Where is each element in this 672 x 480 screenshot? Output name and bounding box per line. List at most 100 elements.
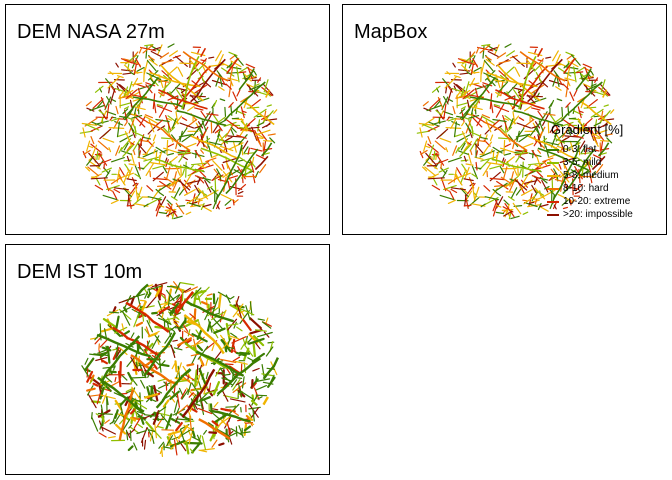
street-segment (198, 170, 207, 178)
street-segment (144, 393, 159, 399)
street-segment (181, 168, 185, 176)
street-segment (253, 108, 267, 118)
street-segment (176, 393, 180, 408)
street-segment (469, 77, 476, 87)
arterial-road (265, 89, 271, 98)
street-segment (228, 334, 240, 340)
street-segment (446, 116, 451, 121)
street-segment (185, 161, 187, 178)
street-segment (170, 344, 176, 359)
street-segment (466, 71, 472, 76)
street-segment (119, 167, 125, 176)
street-segment (122, 311, 131, 326)
street-segment (547, 154, 556, 159)
street-segment (525, 58, 534, 68)
street-segment (224, 409, 233, 412)
street-segment (238, 383, 243, 398)
street-segment (203, 206, 212, 212)
street-segment (113, 188, 121, 194)
street-segment (427, 136, 432, 145)
street-segment (594, 127, 605, 141)
street-segment (521, 142, 534, 149)
street-segment (177, 424, 189, 440)
street-segment (94, 184, 104, 191)
street-segment (253, 70, 257, 76)
street-segment (534, 198, 538, 205)
street-segment (267, 376, 276, 388)
street-segment (113, 117, 120, 130)
street-segment (247, 337, 253, 343)
street-segment (489, 177, 506, 181)
street-segment (463, 204, 472, 207)
street-segment (124, 395, 131, 407)
street-segment (227, 403, 240, 416)
street-segment (220, 194, 236, 202)
street-segment (599, 83, 611, 96)
street-segment (110, 199, 119, 204)
street-segment (475, 139, 487, 143)
street-segment (203, 389, 218, 395)
street-segment (506, 50, 515, 57)
street-segment (94, 153, 103, 156)
street-segment (140, 379, 146, 389)
street-segment (139, 116, 146, 127)
street-segment (599, 123, 608, 129)
street-segment (231, 379, 238, 388)
arterial-road (200, 147, 252, 171)
street-segment (166, 152, 174, 156)
arterial-road (511, 65, 549, 110)
street-segment (124, 295, 132, 309)
street-segment (584, 66, 590, 80)
street-segment (530, 65, 536, 72)
street-segment (225, 406, 237, 408)
street-segment (131, 130, 145, 137)
street-segment (138, 47, 143, 54)
street-segment (140, 300, 147, 314)
street-segment (188, 411, 192, 418)
street-segment (423, 140, 428, 152)
street-segment (198, 286, 210, 299)
street-segment (199, 448, 215, 451)
street-segment (144, 141, 155, 156)
street-segment (503, 139, 506, 155)
street-segment (588, 126, 595, 141)
street-segment (453, 121, 458, 138)
street-segment (178, 188, 185, 196)
street-segment (172, 178, 179, 192)
street-segment (132, 77, 139, 87)
street-segment (177, 66, 184, 77)
street-segment (539, 203, 549, 208)
street-segment (127, 445, 134, 452)
street-segment (273, 109, 278, 114)
street-segment (155, 146, 166, 154)
street-segment (223, 121, 237, 127)
street-segment (238, 134, 248, 145)
street-segment (129, 416, 136, 422)
street-segment (498, 59, 511, 64)
street-segment (491, 81, 496, 87)
street-segment (512, 139, 516, 150)
street-segment (447, 177, 459, 185)
street-segment (446, 88, 453, 104)
street-segment (221, 377, 232, 382)
street-segment (467, 153, 472, 164)
street-segment (152, 177, 169, 181)
street-segment (79, 130, 94, 134)
street-segment (236, 326, 243, 332)
street-segment (176, 362, 182, 376)
street-segment (102, 317, 118, 329)
street-segment (573, 89, 578, 97)
street-segment (150, 50, 162, 58)
street-segment (429, 98, 441, 109)
street-segment (147, 196, 163, 201)
street-segment (467, 113, 473, 116)
arterial-road (210, 409, 251, 423)
street-segment (549, 114, 557, 124)
street-segment (459, 171, 466, 185)
street-segment (245, 117, 256, 128)
street-segment (252, 367, 260, 372)
street-segment (114, 399, 123, 411)
street-segment (514, 66, 521, 77)
street-segment (147, 284, 153, 288)
street-segment (460, 142, 466, 151)
